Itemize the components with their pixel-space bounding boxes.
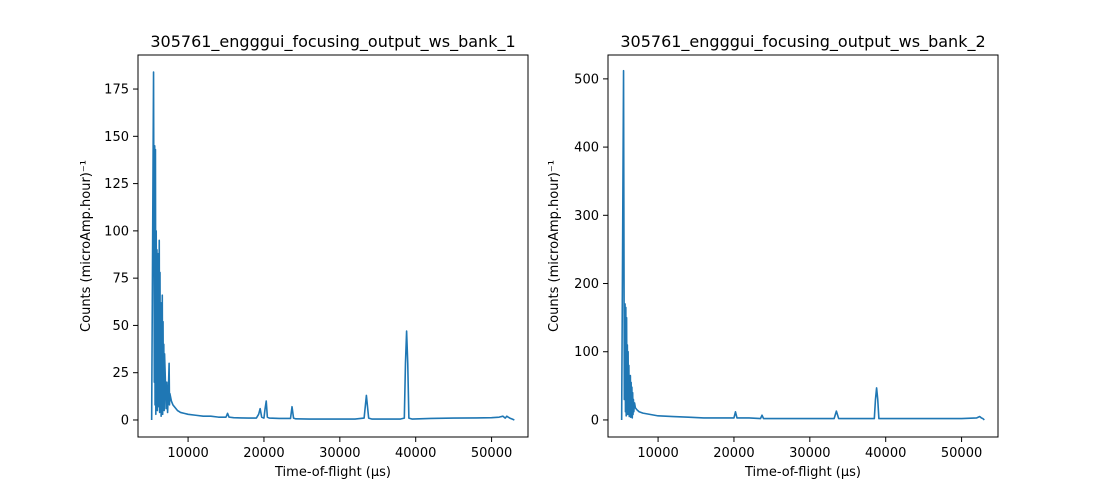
x-tick-label: 30000	[789, 446, 830, 461]
y-tick-label: 75	[112, 272, 129, 287]
x-axis-ticks-bank-2: 10000 20000 30000 40000 50000	[637, 437, 982, 461]
plot-area-bank-2	[620, 69, 985, 421]
x-tick-label: 10000	[167, 446, 208, 461]
y-tick-label: 200	[574, 277, 599, 292]
y-tick-label: 100	[104, 224, 129, 239]
y-axis-label-bank-1: Counts (microAmp.hour)⁻¹	[79, 160, 94, 332]
y-tick-label: 400	[574, 141, 599, 156]
y-tick-label: 175	[104, 83, 129, 98]
y-tick-label: 50	[112, 319, 129, 334]
y-axis-ticks-bank-2: 0 100 200 300 400 500	[574, 72, 608, 428]
plot-area-bank-1	[150, 71, 515, 421]
y-tick-label: 125	[104, 177, 129, 192]
x-tick-label: 10000	[637, 446, 678, 461]
x-tick-label: 50000	[471, 446, 512, 461]
axes-frame-bank-2	[607, 54, 999, 438]
x-axis-label-bank-2: Time-of-flight (μs)	[744, 465, 861, 480]
x-tick-label: 20000	[243, 446, 284, 461]
y-axis-ticks-bank-1: 0 25 50 75 100 125 150 175	[104, 83, 138, 428]
x-tick-label: 40000	[395, 446, 436, 461]
x-axis-label-bank-1: Time-of-flight (μs)	[274, 465, 391, 480]
subplot-bank-2: 305761_engggui_focusing_output_ws_bank_2…	[547, 32, 999, 480]
y-axis-label-bank-2: Counts (microAmp.hour)⁻¹	[547, 160, 562, 332]
y-tick-label: 25	[112, 366, 129, 381]
y-tick-label: 100	[574, 345, 599, 360]
axes-frame-bank-1	[137, 54, 529, 438]
y-tick-label: 0	[121, 413, 129, 428]
x-tick-label: 30000	[319, 446, 360, 461]
subplot-bank-1: 305761_engggui_focusing_output_ws_bank_1…	[79, 32, 529, 480]
x-axis-ticks-bank-1: 10000 20000 30000 40000 50000	[167, 437, 512, 461]
chart-title-bank-2: 305761_engggui_focusing_output_ws_bank_2	[620, 32, 985, 52]
y-tick-label: 0	[591, 413, 599, 428]
y-tick-label: 150	[104, 130, 129, 145]
series-line-bank-1	[150, 71, 515, 421]
x-tick-label: 40000	[865, 446, 906, 461]
chart-title-bank-1: 305761_engggui_focusing_output_ws_bank_1	[150, 32, 515, 52]
series-line-bank-2	[620, 69, 985, 421]
y-tick-label: 300	[574, 209, 599, 224]
x-tick-label: 20000	[713, 446, 754, 461]
x-tick-label: 50000	[941, 446, 982, 461]
y-tick-label: 500	[574, 72, 599, 87]
